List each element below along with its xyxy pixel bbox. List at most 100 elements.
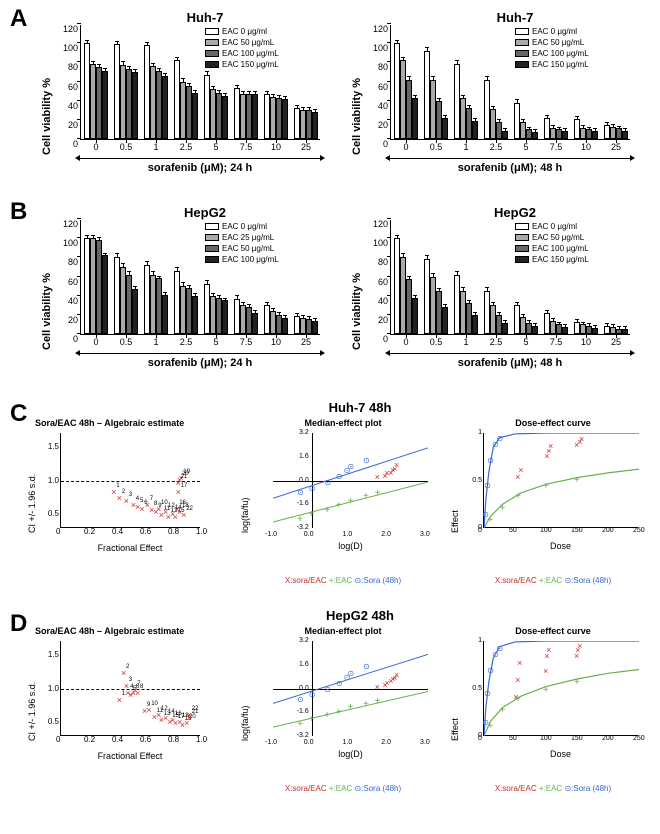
legend-swatch [205,245,219,252]
point-blue: ⊙ [348,669,355,678]
point-blue: ⊙ [363,662,370,671]
x-tick: 50 [509,527,517,534]
plot-title: Dose-effect curve [458,626,648,636]
y-tick: 100 [373,238,391,248]
y-tick: 120 [63,219,81,229]
point-green: + [543,685,549,696]
x-tick: 50 [509,735,517,742]
legend-series: X:sora/EAC [285,784,327,793]
plot-area: 05010015020025000.51×××××××××⊙⊙⊙⊙⊙+++++ [483,641,638,736]
point-blue: ⊙ [487,666,494,675]
legend-label: EAC 100 μg/mL [532,244,589,253]
legend-label: EAC 100 μg/mL [222,49,279,58]
y-tick: 80 [378,62,391,72]
y-tick: 20 [68,120,81,130]
panel-d-title: HepG2 48h [260,608,460,623]
point-green: + [324,505,330,516]
x-tick: -1.0 [265,531,277,538]
legend-item: EAC 100 μg/mL [515,244,589,253]
x-tick: 0.2 [84,527,95,536]
legend-label: EAC 150 μg/mL [222,60,279,69]
legend: EAC 0 μg/ml EAC 50 μg/mL EAC 100 μg/mL EAC … [205,27,279,71]
bar [472,315,478,334]
bar [312,112,318,139]
plot-area: 02040608010012000.512.557.51025 [80,220,320,335]
point-green: + [348,496,354,507]
legend-item: EAC 0 μg/ml [205,27,279,36]
ci-plot-huh7: Sora/EAC 48h – Algebraic estimateCI +/- … [35,418,210,573]
point-green: + [348,702,354,713]
legend-series: X:sora/EAC [285,576,327,585]
y-axis-label: Cell viability % [351,40,363,155]
point-green: + [543,481,549,492]
legend-label: EAC 50 μg/mL [222,38,274,47]
bar [162,76,168,139]
point-green: + [500,503,506,514]
legend-swatch [205,50,219,57]
y-tick: 0 [383,139,391,149]
legend-swatch [515,234,529,241]
y-tick: 80 [378,257,391,267]
bar [622,329,628,334]
plot-area: -1.00.01.02.03.0-3.2-1.60.01.63.2×××××××… [273,433,428,528]
plot-title: Median-effect plot [248,626,438,636]
legend-label: EAC 0 μg/ml [532,222,577,231]
point-label: 1 [116,483,119,489]
legend-c-me: X:sora/EAC +:EAC ⊙:Sora (48h) [248,576,438,585]
y-tick: 120 [63,24,81,34]
y-tick: 1.5 [48,650,61,659]
label-b: B [10,198,27,226]
y-tick: 60 [378,277,391,287]
legend-label: EAC 100 μg/mL [532,49,589,58]
point-green: + [336,500,342,511]
x-tick: 1.0 [343,739,353,746]
point-green: + [574,677,580,688]
point-red: × [548,441,553,451]
x-tick: 2.0 [381,531,391,538]
legend-d-me: X:sora/EAC +:EAC ⊙:Sora (48h) [248,784,438,793]
legend: EAC 0 μg/mlEAC 25 μg/mLEAC 50 μg/mLEAC 1… [205,222,279,266]
x-tick: 250 [633,735,645,742]
ci-plot-hepg2: Sora/EAC 48h – Algebraic estimateCI +/- … [35,626,210,781]
legend-item: EAC 100 μg/mL [205,49,279,58]
y-tick: 100 [63,238,81,248]
bar [532,132,538,139]
legend-item: EAC 25 μg/mL [205,233,279,242]
y-tick: 0.5 [472,477,484,484]
legend-item: EAC 150 μg/mL [515,255,589,264]
y-tick: 0 [73,334,81,344]
point-blue: ⊙ [309,484,316,493]
point-red: × [515,675,520,685]
panel-c-title: Huh-7 48h [260,400,460,415]
x-tick: 0.8 [168,735,179,744]
x-tick: 3.0 [420,739,430,746]
point-green: + [500,705,506,716]
legend-item: EAC 50 μg/mL [515,233,589,242]
point-green: + [363,699,369,710]
y-tick: 80 [68,62,81,72]
legend-item: EAC 0 μg/ml [515,222,589,231]
y-tick: 40 [68,296,81,306]
legend-series: +:EAC [329,784,352,793]
y-tick: 1.5 [48,442,61,451]
y-axis-label: CI +/- 1.96 s.d. [27,438,37,533]
legend-label: EAC 50 μg/mL [532,233,584,242]
bar [102,71,108,139]
legend-swatch [515,39,529,46]
chart-title: HepG2 [385,205,645,220]
point-blue: ⊙ [497,434,504,443]
point-green: + [309,509,315,520]
y-tick: 0.5 [48,509,61,518]
point-blue: ⊙ [363,456,370,465]
point-green: + [375,696,381,707]
median-effect-huh7: Median-effect plotlog(fa/fu)-1.00.01.02.… [248,418,438,573]
x-axis-label: sorafenib (μM); 24 h [80,162,320,174]
x-tick: 150 [571,527,583,534]
point-red: × [394,460,399,470]
legend-swatch [515,245,529,252]
legend-item: EAC 50 μg/mL [205,38,279,47]
bar [412,298,418,334]
legend-series: X:sora/EAC [495,784,537,793]
point-blue: ⊙ [336,472,343,481]
bar [592,131,598,139]
